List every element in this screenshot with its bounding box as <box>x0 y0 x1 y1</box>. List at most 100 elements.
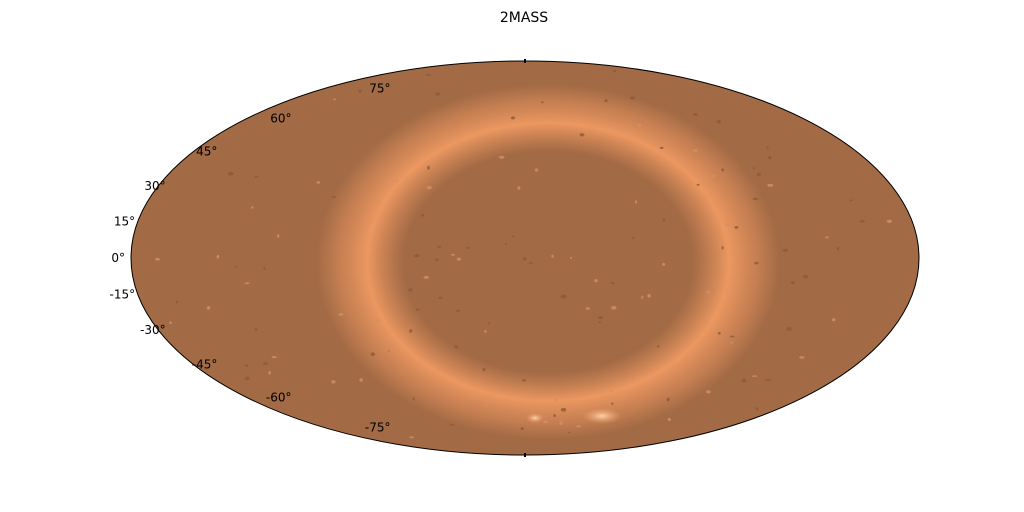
point-source <box>721 168 725 172</box>
point-source <box>522 379 526 382</box>
point-source <box>641 295 644 299</box>
point-source <box>609 390 614 393</box>
point-source <box>734 226 739 229</box>
point-source <box>766 146 769 149</box>
point-source <box>559 421 563 425</box>
point-source <box>790 281 795 285</box>
point-source <box>251 206 254 209</box>
point-source <box>244 282 250 285</box>
point-source <box>667 417 671 422</box>
point-source <box>631 236 635 239</box>
point-source <box>604 99 608 103</box>
point-source <box>427 165 430 170</box>
point-source <box>485 404 488 407</box>
point-source <box>598 321 601 324</box>
lat-tick-label: 75° <box>369 81 390 95</box>
point-source <box>611 306 617 310</box>
point-source <box>235 265 238 268</box>
point-source <box>482 367 486 372</box>
point-source <box>543 420 548 424</box>
point-source <box>534 168 539 172</box>
point-source <box>666 397 670 402</box>
lat-tick-label: 15° <box>114 215 135 229</box>
point-source <box>597 316 604 320</box>
point-source <box>752 197 759 201</box>
galactic-band <box>316 84 780 440</box>
point-source <box>435 258 439 262</box>
point-source <box>729 341 734 344</box>
point-source <box>849 199 853 202</box>
point-source <box>510 116 516 120</box>
point-source <box>724 223 730 227</box>
point-source <box>277 234 280 238</box>
point-source <box>333 98 336 101</box>
point-source <box>254 328 258 331</box>
point-source <box>423 275 430 279</box>
point-source <box>560 407 567 412</box>
point-source <box>395 180 399 183</box>
point-source <box>520 427 524 431</box>
point-source <box>522 257 527 261</box>
point-source <box>825 236 829 239</box>
point-source <box>635 200 638 204</box>
point-source <box>786 327 792 331</box>
lat-tick-label: -60° <box>266 390 292 404</box>
point-source <box>451 253 455 256</box>
point-source <box>478 136 484 141</box>
point-source <box>859 220 866 223</box>
point-source <box>541 101 544 104</box>
point-source <box>836 247 840 251</box>
point-source <box>799 356 805 359</box>
point-source <box>716 119 722 124</box>
point-source <box>358 89 362 93</box>
lat-tick-label: -15° <box>109 287 135 301</box>
lat-tick-label: 45° <box>196 144 217 158</box>
point-source <box>370 352 376 357</box>
point-source <box>752 375 758 377</box>
point-source <box>421 213 425 217</box>
point-source <box>638 123 642 127</box>
point-source <box>392 343 395 348</box>
point-source <box>331 380 336 384</box>
point-source <box>271 356 277 359</box>
point-source <box>331 196 337 199</box>
lat-tick-label: -45° <box>192 358 218 372</box>
sky-map <box>131 61 919 455</box>
point-source <box>886 219 893 223</box>
point-source <box>576 425 581 428</box>
point-source <box>752 167 756 170</box>
point-source <box>456 257 461 261</box>
point-source <box>262 362 268 365</box>
point-source <box>629 96 636 100</box>
point-source <box>611 402 614 405</box>
point-source <box>438 296 443 299</box>
point-source <box>696 183 700 186</box>
chart-title: 2MASS <box>500 10 548 26</box>
point-source <box>414 254 420 258</box>
point-source <box>570 256 572 259</box>
large-magellanic-cloud <box>582 408 622 424</box>
point-source <box>585 307 590 310</box>
point-source <box>426 73 431 77</box>
point-source <box>560 294 567 299</box>
point-source <box>455 309 461 312</box>
point-source <box>579 133 585 137</box>
point-source <box>155 257 160 261</box>
point-source <box>517 186 521 190</box>
point-source <box>765 378 771 381</box>
point-source <box>409 436 414 439</box>
point-source <box>553 414 556 418</box>
point-source <box>338 313 344 316</box>
point-source <box>435 92 441 96</box>
point-source <box>659 146 664 149</box>
point-source <box>568 431 571 434</box>
point-source <box>647 293 651 298</box>
lat-tick-label: -75° <box>365 421 391 435</box>
point-source <box>528 262 534 264</box>
point-source <box>227 171 234 176</box>
point-source <box>268 371 271 375</box>
point-source <box>175 300 178 304</box>
point-source <box>408 288 413 292</box>
lat-tick-label: 60° <box>270 112 291 126</box>
point-source <box>756 172 761 177</box>
